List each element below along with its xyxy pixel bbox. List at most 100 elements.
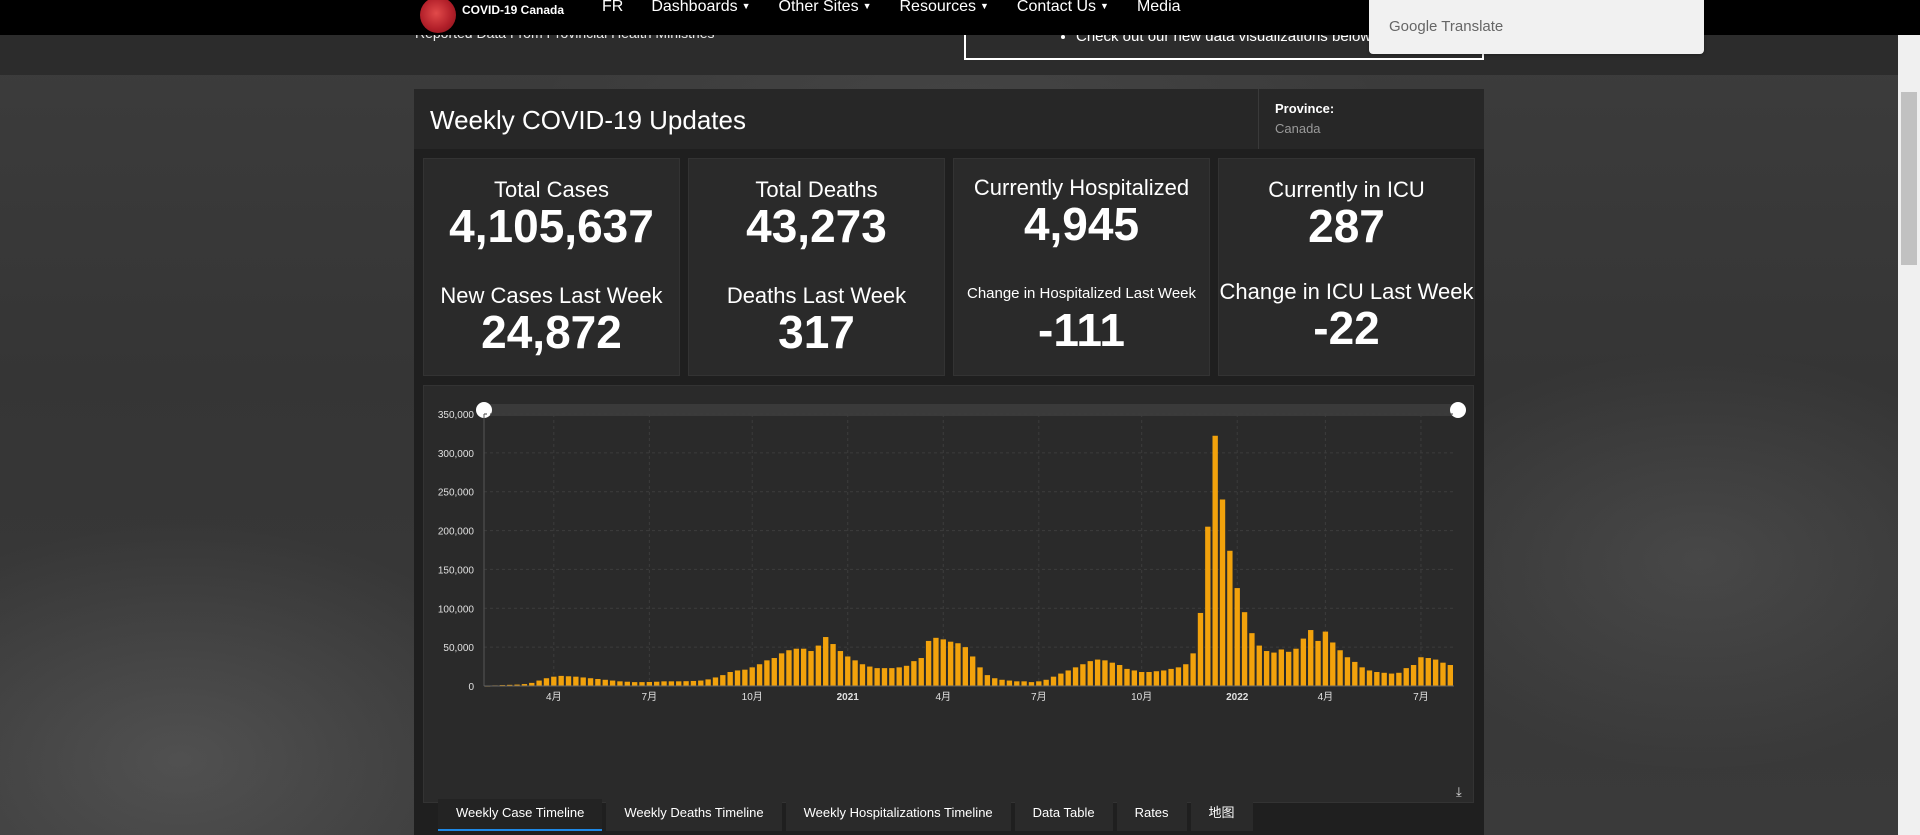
chart-bar (933, 637, 939, 686)
y-tick-label: 100,000 (438, 604, 475, 615)
nav-item-fr[interactable]: FR (588, 0, 637, 17)
x-tick-label: 2021 (837, 692, 860, 703)
chart-bar (1190, 653, 1196, 686)
y-tick-label: 0 (468, 682, 474, 693)
chart-bar (609, 680, 616, 686)
chart-bar (1271, 652, 1277, 686)
chart-bar (720, 675, 726, 686)
chart-bar (1249, 633, 1255, 686)
y-tick-label: 250,000 (438, 488, 475, 499)
chart-bar (1094, 659, 1101, 686)
nav-links: FR Dashboards ▼ Other Sites ▼ Resources ▼ C… (588, 0, 1195, 17)
scrollbar-thumb[interactable] (1901, 92, 1917, 265)
tab-weekly-hospitalizations-timeline[interactable]: Weekly Hospitalizations Timeline (785, 799, 1011, 831)
tab-data-table[interactable]: Data Table (1014, 799, 1113, 831)
nav-label: Other Sites (778, 0, 859, 15)
chart-bar (1072, 667, 1079, 686)
tab-weekly-deaths-timeline[interactable]: Weekly Deaths Timeline (606, 799, 782, 831)
chart-bar (984, 675, 991, 686)
chart-bar (536, 680, 542, 686)
chart-bar (1205, 526, 1211, 686)
chart-bar (1432, 659, 1439, 686)
card-value: -22 (1313, 302, 1380, 354)
nav-item-media[interactable]: Media (1123, 0, 1195, 17)
chart-bar (1256, 645, 1262, 686)
time-slider-handle-start[interactable] (476, 402, 492, 418)
x-tick-label: 10月 (1131, 691, 1152, 703)
chart-bar (1410, 665, 1417, 686)
chart-bar (712, 677, 719, 686)
chart-bar (624, 681, 630, 686)
card-label: Currently Hospitalized (973, 175, 1190, 200)
chart-bar (778, 653, 785, 686)
chart-bar (896, 667, 902, 686)
chart-bar (1116, 665, 1123, 686)
y-tick-label: 50,000 (443, 643, 474, 654)
x-tick-label: 4月 (1318, 691, 1334, 703)
chart-bar (771, 658, 777, 686)
card-label: Change in Hospitalized Last Week (966, 285, 1197, 302)
chart-bar (1308, 630, 1314, 686)
chart-bar (749, 667, 755, 686)
chart-bar (881, 668, 888, 686)
chart-bar (867, 666, 873, 686)
chart-bar (573, 676, 579, 686)
chart-bar (1330, 642, 1336, 686)
chart-bar (1058, 673, 1064, 686)
chart-svg: 0 50,000 100,000 150,000 200,000 250,000 300,0… (438, 402, 1466, 703)
brand-name: COVID-19 Canada (462, 3, 565, 17)
card-value: 4,105,637 (449, 200, 654, 252)
chart-bar (970, 656, 976, 686)
tab-weekly-case-timeline[interactable]: Weekly Case Timeline (438, 799, 603, 831)
nav-item-contact-us[interactable]: Contact Us ▼ (1003, 0, 1123, 17)
chart-bar (1050, 676, 1057, 686)
chart-bar (514, 684, 520, 686)
chart-bar (1359, 667, 1365, 686)
chart-bar (1285, 651, 1292, 686)
card-total-cases: Total Cases 4,105,637 New Cases Last Wee… (423, 158, 680, 376)
chart-bar (580, 677, 586, 686)
chart-bar (1234, 588, 1240, 686)
chart-bar (698, 680, 704, 686)
google-translate-popup[interactable]: Google Translate (1369, 0, 1704, 54)
chart-bar (1087, 661, 1093, 686)
card-value: 43,273 (746, 200, 887, 252)
chart-bar (1102, 660, 1108, 686)
card-label: Total Deaths (755, 177, 878, 202)
nav-item-dashboards[interactable]: Dashboards ▼ (637, 0, 764, 17)
chart-bar (558, 675, 564, 686)
province-selector[interactable]: Province: Canada (1258, 89, 1484, 149)
chart-bar (1366, 670, 1373, 686)
chart-bar (1315, 640, 1321, 686)
translate-label: Translate (1441, 18, 1504, 35)
chart-bar (1344, 657, 1351, 686)
tab-rates[interactable]: Rates (1116, 799, 1187, 831)
google-translate-label: Google Translate (1389, 18, 1503, 35)
chart-bar (1300, 638, 1307, 686)
nav-item-other-sites[interactable]: Other Sites ▼ (765, 0, 886, 17)
download-icon[interactable]: ⤓ (1456, 784, 1462, 799)
brand[interactable]: COVID-19 Canada (420, 0, 565, 33)
chart-bar (955, 643, 961, 686)
chart-bar (1447, 665, 1453, 686)
chart-bar (521, 684, 528, 686)
chart-bar (1219, 499, 1226, 686)
chart-tabs: Weekly Case Timeline Weekly Deaths Timel… (438, 799, 1253, 835)
dashboard-title: Weekly COVID-19 Updates (430, 105, 746, 135)
chart-bar (529, 682, 535, 686)
chart-bar (705, 679, 711, 686)
province-value: Canada (1275, 121, 1321, 136)
chart-bar (602, 679, 608, 686)
card-label: Currently in ICU (1268, 177, 1425, 202)
chart-bar (889, 668, 895, 686)
card-label: Deaths Last Week (726, 283, 907, 308)
time-slider-handle-end[interactable] (1450, 402, 1466, 418)
chart-bar (1043, 679, 1049, 686)
chart-bar (793, 648, 799, 686)
tab-map[interactable]: 地图 (1190, 799, 1253, 831)
chart-bar (992, 678, 998, 686)
chart-bar (690, 680, 697, 686)
nav-item-resources[interactable]: Resources ▼ (885, 0, 1002, 17)
caret-down-icon: ▼ (979, 1, 989, 11)
chart-bar (1374, 672, 1380, 686)
